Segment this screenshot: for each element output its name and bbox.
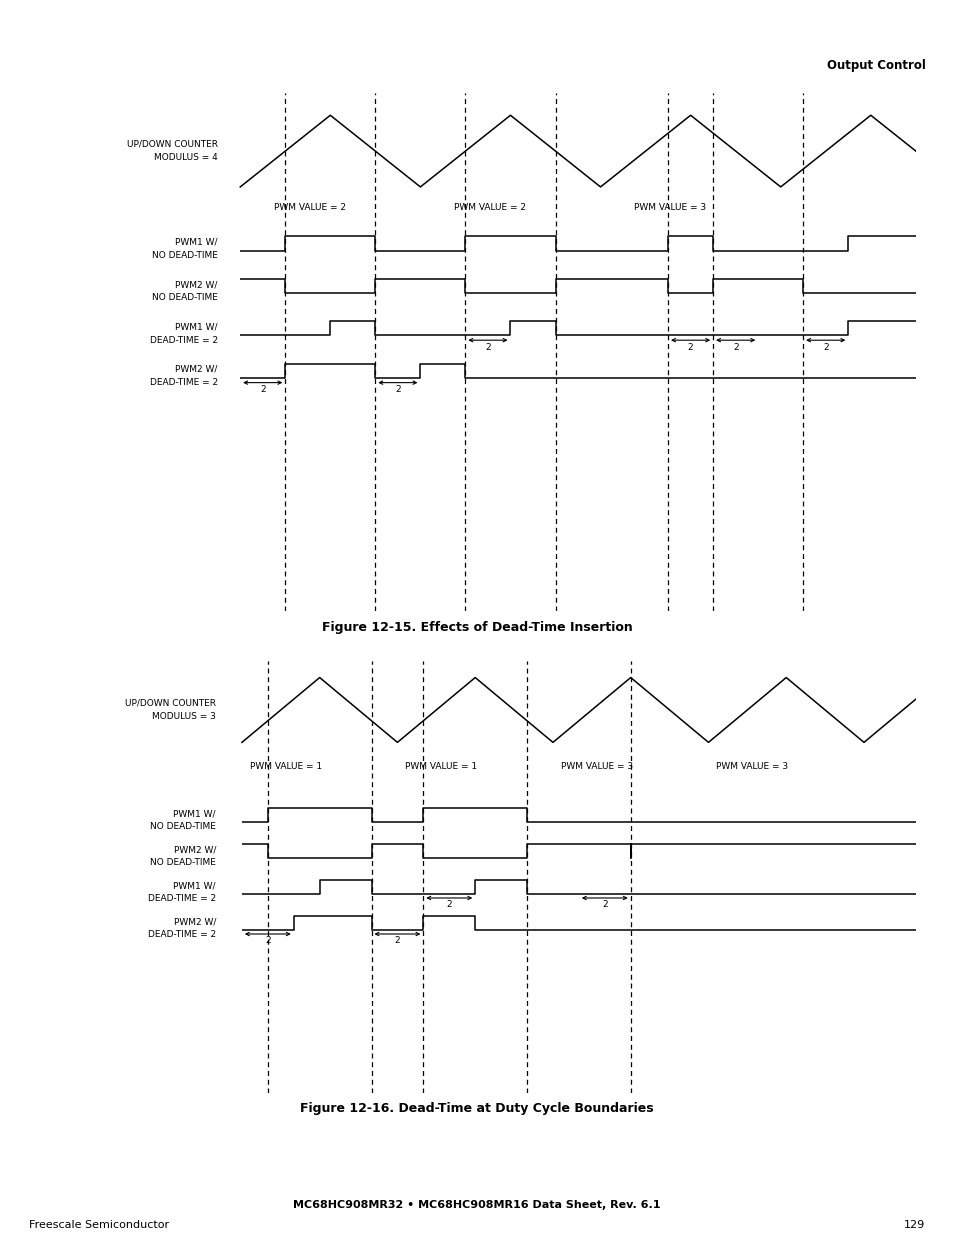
Text: UP/DOWN COUNTER: UP/DOWN COUNTER — [127, 140, 217, 148]
Text: Output Control: Output Control — [825, 59, 924, 73]
Text: DEAD-TIME = 2: DEAD-TIME = 2 — [148, 930, 215, 939]
Text: PWM VALUE = 1: PWM VALUE = 1 — [405, 762, 476, 771]
Text: PWM VALUE = 3: PWM VALUE = 3 — [716, 762, 787, 771]
Text: NO DEAD-TIME: NO DEAD-TIME — [150, 821, 215, 830]
Text: PWM2 W/: PWM2 W/ — [173, 918, 215, 926]
Text: PWM1 W/: PWM1 W/ — [173, 881, 215, 890]
Text: MC68HC908MR32 • MC68HC908MR16 Data Sheet, Rev. 6.1: MC68HC908MR32 • MC68HC908MR16 Data Sheet… — [293, 1200, 660, 1210]
Text: PWM2 W/: PWM2 W/ — [175, 280, 217, 289]
Text: 129: 129 — [903, 1220, 924, 1230]
Text: Figure 12-15. Effects of Dead-Time Insertion: Figure 12-15. Effects of Dead-Time Inser… — [321, 621, 632, 635]
Text: 2: 2 — [687, 342, 693, 352]
Text: PWM1 W/: PWM1 W/ — [173, 809, 215, 818]
Text: MODULUS = 3: MODULUS = 3 — [152, 713, 215, 721]
Text: PWM VALUE = 2: PWM VALUE = 2 — [274, 204, 346, 212]
Text: PWM VALUE = 2: PWM VALUE = 2 — [454, 204, 526, 212]
Text: 2: 2 — [259, 385, 265, 394]
Text: PWM VALUE = 3: PWM VALUE = 3 — [634, 204, 706, 212]
Text: 2: 2 — [601, 900, 607, 909]
Text: 2: 2 — [822, 342, 828, 352]
Text: NO DEAD-TIME: NO DEAD-TIME — [150, 857, 215, 867]
Text: DEAD-TIME = 2: DEAD-TIME = 2 — [150, 336, 217, 345]
Text: UP/DOWN COUNTER: UP/DOWN COUNTER — [125, 699, 215, 708]
Text: Figure 12-16. Dead-Time at Duty Cycle Boundaries: Figure 12-16. Dead-Time at Duty Cycle Bo… — [300, 1102, 653, 1115]
Text: PWM VALUE = 1: PWM VALUE = 1 — [250, 762, 321, 771]
Text: NO DEAD-TIME: NO DEAD-TIME — [152, 251, 217, 259]
Text: PWM1 W/: PWM1 W/ — [175, 322, 217, 331]
Text: PWM2 W/: PWM2 W/ — [175, 364, 217, 374]
Text: 2: 2 — [395, 385, 400, 394]
Text: MODULUS = 4: MODULUS = 4 — [153, 153, 217, 162]
Polygon shape — [743, 12, 953, 40]
Text: Freescale Semiconductor: Freescale Semiconductor — [29, 1220, 169, 1230]
Text: 2: 2 — [732, 342, 738, 352]
Text: PWM2 W/: PWM2 W/ — [173, 845, 215, 855]
Text: PWM1 W/: PWM1 W/ — [175, 237, 217, 247]
Text: DEAD-TIME = 2: DEAD-TIME = 2 — [150, 378, 217, 387]
Text: 2: 2 — [265, 936, 271, 946]
Text: NO DEAD-TIME: NO DEAD-TIME — [152, 293, 217, 303]
Text: DEAD-TIME = 2: DEAD-TIME = 2 — [148, 894, 215, 903]
Text: 2: 2 — [485, 342, 490, 352]
Text: 2: 2 — [446, 900, 452, 909]
Text: 2: 2 — [395, 936, 400, 946]
Text: PWM VALUE = 3: PWM VALUE = 3 — [560, 762, 632, 771]
